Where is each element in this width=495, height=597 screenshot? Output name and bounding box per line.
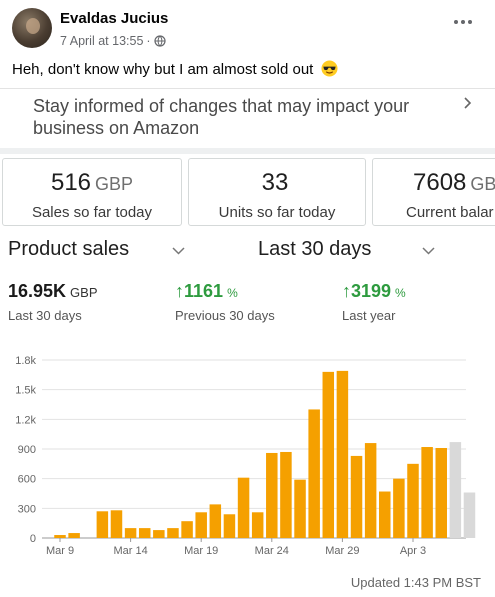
chart-bar (421, 447, 433, 538)
chart-bar (379, 491, 391, 538)
chart-bar (266, 452, 278, 538)
more-options-button[interactable] (449, 12, 477, 32)
news-banner[interactable]: Stay informed of changes that may impact… (0, 88, 495, 144)
metric-dropdown[interactable]: Product sales (8, 238, 129, 261)
post-header: Evaldas Jucius 7 April at 13:55 · Heh, d… (0, 0, 495, 78)
y-tick-label: 0 (30, 533, 36, 545)
chart-bar (110, 510, 123, 538)
card-value: 33 (261, 169, 289, 196)
chart-bar (336, 370, 349, 538)
y-tick-label: 1.8k (15, 355, 36, 367)
chart-bar (364, 443, 377, 538)
chevron-right-icon (464, 97, 472, 109)
y-tick-label: 1.2k (15, 414, 36, 426)
arrow-up-icon: ↑ (175, 281, 184, 301)
card-units-today[interactable]: 33 Units so far today (188, 158, 366, 226)
chart-bar (435, 448, 447, 538)
stat-value: ↑1161% (175, 281, 238, 301)
author-name[interactable]: Evaldas Jucius (60, 10, 169, 27)
chart-bar (308, 409, 320, 538)
card-value: 516 GBP (50, 169, 134, 196)
chart-bar (294, 479, 306, 538)
post-timestamp[interactable]: 7 April at 13:55 (60, 34, 144, 48)
divider (0, 88, 495, 89)
smiling-face-with-sunglasses-icon (321, 60, 338, 77)
meta-separator: · (146, 34, 151, 48)
period-dropdown-label: Last 30 days (258, 238, 372, 260)
chart-bar (237, 477, 250, 538)
x-tick-label: Mar 9 (46, 545, 74, 557)
stat-label: Last 30 days (8, 308, 82, 323)
chart-bar (181, 521, 193, 538)
chart-bar (449, 442, 462, 538)
x-tick-label: Mar 19 (184, 545, 218, 557)
chart-bar (153, 530, 165, 538)
post-text-content: Heh, don't know why but I am almost sold… (12, 61, 314, 78)
metric-dropdown-label: Product sales (8, 238, 130, 260)
x-tick-label: Mar 29 (325, 545, 359, 557)
card-sales-today[interactable]: 516 GBP Sales so far today (2, 158, 182, 226)
chart-bar (280, 451, 292, 538)
chart-bar (195, 512, 207, 538)
stat-value: 16.95K GBP (8, 281, 98, 301)
sales-stats: 16.95K GBP Last 30 days ↑1161% Previous 3… (0, 281, 495, 323)
stat-total: 16.95K GBP Last 30 days (8, 281, 98, 323)
chart-bar (350, 455, 363, 538)
x-tick-label: Mar 24 (255, 545, 289, 557)
chart-bar (96, 511, 109, 538)
chart-bar (209, 504, 222, 538)
arrow-up-icon: ↑ (342, 281, 351, 301)
x-tick-label: Mar 14 (113, 545, 147, 557)
post-meta: 7 April at 13:55 · (60, 34, 166, 48)
chart-bar (167, 528, 179, 538)
card-label: Current balar (406, 204, 494, 221)
chevron-down-icon[interactable] (422, 247, 435, 255)
globe-icon (153, 35, 166, 47)
chevron-down-icon[interactable] (172, 247, 185, 255)
chart-bar (54, 535, 66, 538)
stat-last-year: ↑3199% Last year (342, 281, 406, 323)
chart-controls: Product sales Last 30 days (0, 238, 495, 268)
card-label: Sales so far today (31, 204, 153, 221)
y-tick-label: 300 (18, 503, 36, 515)
chart-bar (322, 371, 335, 538)
card-label: Units so far today (218, 204, 336, 221)
chart-bar (223, 514, 236, 538)
period-dropdown[interactable]: Last 30 days (258, 238, 371, 261)
chart-bar (393, 478, 405, 538)
banner-text: Stay informed of changes that may impact… (33, 96, 410, 138)
y-tick-label: 600 (18, 474, 36, 486)
stat-previous-period: ↑1161% Previous 30 days (175, 281, 275, 323)
section-divider (0, 148, 495, 154)
updated-timestamp: Updated 1:43 PM BST (350, 575, 481, 590)
stat-label: Last year (342, 308, 396, 323)
chart-bar (407, 463, 419, 538)
amazon-seller-screenshot: Stay informed of changes that may impact… (0, 88, 495, 597)
card-current-balance[interactable]: 7608 GB Current balar (372, 158, 495, 226)
summary-cards: 516 GBP Sales so far today 33 Units so fa… (0, 154, 495, 234)
post-text: Heh, don't know why but I am almost sold… (12, 60, 338, 78)
chart-bar (251, 512, 264, 538)
avatar[interactable] (12, 8, 52, 48)
x-tick-label: Apr 3 (400, 545, 426, 557)
chart-bar (68, 533, 80, 538)
chart-bar (463, 492, 476, 538)
stat-value: ↑3199% (342, 281, 406, 301)
stat-label: Previous 30 days (175, 308, 275, 323)
chart-bar (124, 528, 137, 538)
y-tick-label: 1.5k (15, 385, 36, 397)
sales-bar-chart: 0 300 600 900 1.2k 1.5k 1.8k Mar 9 Mar 14 Mar 19 M… (15, 355, 476, 557)
chart-bar (138, 528, 151, 538)
y-tick-label: 900 (18, 444, 36, 456)
card-value: 7608 GB (413, 169, 495, 196)
